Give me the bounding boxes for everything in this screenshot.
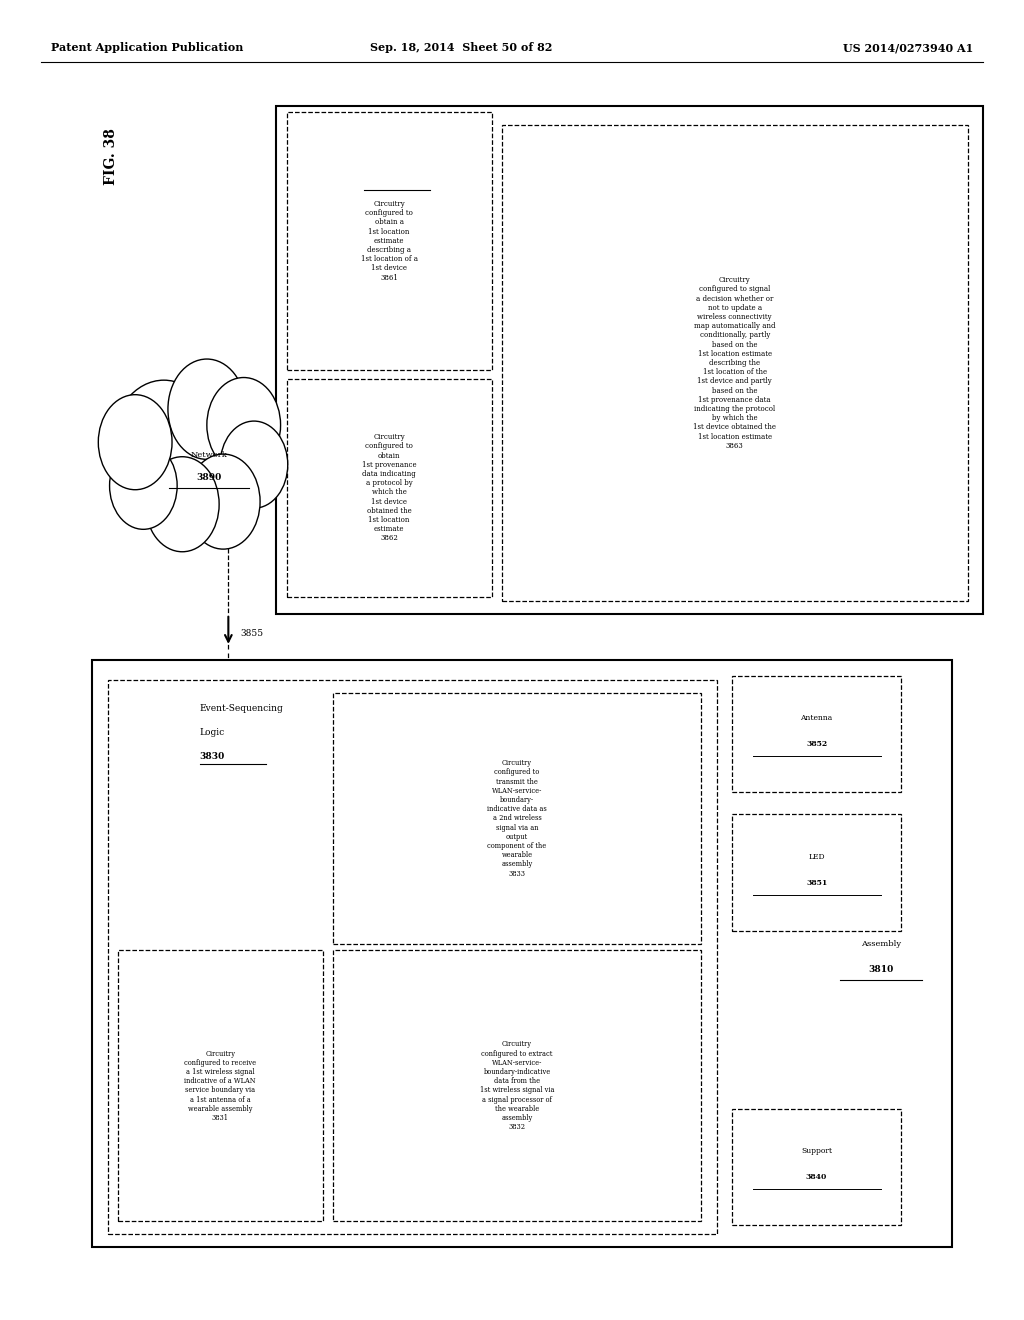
Text: Wearable: Wearable: [861, 916, 900, 925]
Text: 3810: 3810: [868, 965, 893, 974]
Text: Event-Sequencing: Event-Sequencing: [364, 131, 447, 139]
Bar: [732, 814, 901, 931]
Text: 3860: 3860: [364, 178, 389, 186]
Text: Network: Network: [190, 451, 227, 459]
Text: Event-Sequencing: Event-Sequencing: [200, 705, 284, 713]
Bar: [92, 660, 952, 1247]
Text: Circuitry
configured to signal
a decision whether or
not to update a
wireless co: Circuitry configured to signal a decisio…: [693, 276, 776, 450]
Bar: [732, 676, 901, 792]
Text: 3851: 3851: [806, 879, 827, 887]
Text: Patent Application Publication: Patent Application Publication: [51, 42, 244, 53]
Text: Circuitry
configured to extract
WLAN-service-
boundary-indicative
data from the
: Circuitry configured to extract WLAN-ser…: [480, 1040, 554, 1131]
Bar: [287, 379, 492, 597]
Text: Sep. 18, 2014  Sheet 50 of 82: Sep. 18, 2014 Sheet 50 of 82: [370, 42, 552, 53]
Text: FIG. 38: FIG. 38: [103, 128, 118, 185]
Text: 3890: 3890: [197, 474, 221, 482]
Bar: [732, 1109, 901, 1225]
Circle shape: [220, 421, 288, 508]
Bar: [287, 112, 492, 370]
Text: Antenna: Antenna: [801, 714, 833, 722]
Bar: [502, 125, 968, 601]
Circle shape: [168, 359, 246, 459]
Text: Logic: Logic: [364, 154, 389, 162]
Text: Logic: Logic: [200, 729, 225, 737]
Text: 3852: 3852: [806, 741, 827, 748]
Circle shape: [145, 457, 219, 552]
Text: 3830: 3830: [200, 752, 225, 760]
Bar: [333, 950, 701, 1221]
Bar: [118, 950, 323, 1221]
Text: 3840: 3840: [806, 1173, 827, 1181]
Text: Support: Support: [801, 1147, 833, 1155]
Text: Circuitry
configured to
obtain
1st provenance
data indicating
a protocol by
whic: Circuitry configured to obtain 1st prove…: [361, 433, 417, 543]
Circle shape: [110, 442, 177, 529]
Text: Circuitry
configured to
transmit the
WLAN-service-
boundary-
indicative data as
: Circuitry configured to transmit the WLA…: [487, 759, 547, 878]
Circle shape: [186, 454, 260, 549]
Bar: [276, 106, 983, 614]
Text: LED: LED: [808, 853, 825, 861]
Text: US 2014/0273940 A1: US 2014/0273940 A1: [843, 42, 973, 53]
Circle shape: [207, 378, 281, 473]
Circle shape: [111, 380, 217, 517]
Text: Assembly: Assembly: [860, 940, 901, 949]
Bar: [333, 693, 701, 944]
Bar: [108, 680, 717, 1234]
Text: Circuitry
configured to
obtain a
1st location
estimate
describing a
1st location: Circuitry configured to obtain a 1st loc…: [360, 201, 418, 281]
Text: Circuitry
configured to receive
a 1st wireless signal
indicative of a WLAN
servi: Circuitry configured to receive a 1st wi…: [184, 1049, 256, 1122]
Circle shape: [98, 395, 172, 490]
Text: 3855: 3855: [241, 630, 264, 638]
